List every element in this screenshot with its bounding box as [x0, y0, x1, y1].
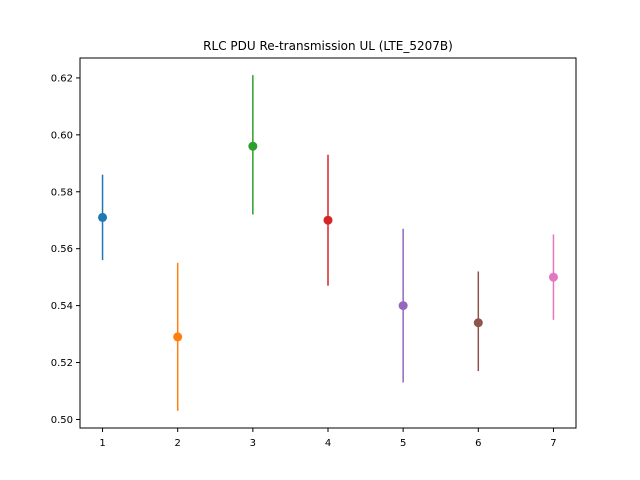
y-axis: 0.50 0.52 0.54 0.56 0.58 0.60 0.62 — [51, 73, 80, 426]
x-tick-label: 6 — [475, 438, 481, 449]
x-tick-label: 7 — [550, 438, 556, 449]
data-point — [548, 272, 558, 282]
data-point — [173, 332, 183, 342]
y-tick-label: 0.58 — [51, 187, 73, 198]
x-axis: 1 2 3 4 5 6 7 — [99, 428, 557, 449]
x-tick-label: 1 — [99, 438, 105, 449]
y-tick-label: 0.54 — [51, 301, 73, 312]
y-tick-label: 0.62 — [51, 73, 73, 84]
data-point — [473, 318, 483, 328]
data-marks — [98, 75, 558, 411]
y-tick-label: 0.52 — [51, 358, 73, 369]
x-tick-label: 3 — [250, 438, 256, 449]
data-point — [98, 212, 108, 222]
data-point — [398, 301, 408, 311]
x-tick-label: 2 — [175, 438, 181, 449]
chart-title: RLC PDU Re-transmission UL (LTE_5207B) — [203, 39, 453, 53]
y-tick-label: 0.50 — [51, 415, 73, 426]
x-tick-label: 4 — [325, 438, 331, 449]
y-tick-label: 0.56 — [51, 244, 73, 255]
data-point — [323, 215, 333, 225]
y-tick-label: 0.60 — [51, 130, 73, 141]
x-tick-label: 5 — [400, 438, 406, 449]
data-point — [248, 141, 258, 151]
